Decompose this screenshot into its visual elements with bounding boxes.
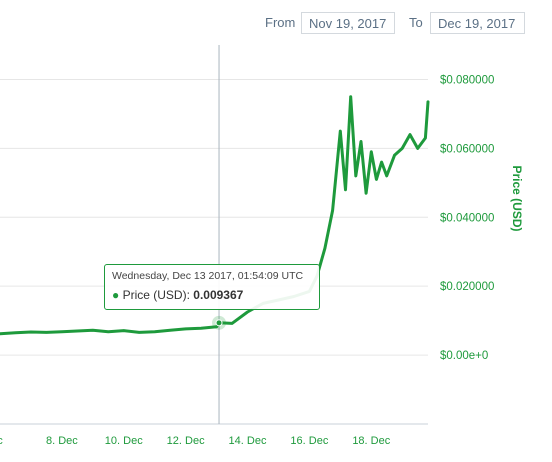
data-point <box>246 310 249 314</box>
data-point <box>184 327 187 331</box>
data-point <box>426 100 430 104</box>
x-tick-label: 18. Dec <box>352 435 390 447</box>
data-point <box>122 329 125 332</box>
x-tick-label: c <box>0 435 3 447</box>
data-point <box>359 140 363 143</box>
data-point <box>344 188 347 191</box>
tooltip-value: 0.009367 <box>193 288 244 302</box>
data-point <box>199 327 203 330</box>
series-dot-icon: ● <box>112 288 120 302</box>
x-tick-label: 8. Dec <box>46 435 78 447</box>
data-point <box>107 330 110 333</box>
data-point <box>168 329 172 332</box>
data-point <box>393 154 396 157</box>
data-point <box>153 330 156 333</box>
to-date-input[interactable] <box>430 12 525 34</box>
data-point <box>323 247 327 250</box>
tooltip-series-label: Price (USD): <box>122 288 190 302</box>
data-point <box>401 147 404 150</box>
highlight-point <box>215 319 223 327</box>
data-point <box>370 150 373 154</box>
data-point <box>14 331 17 334</box>
data-point <box>424 136 427 140</box>
data-point <box>349 95 352 98</box>
data-point <box>375 178 378 181</box>
y-axis-title: Price (USD) <box>510 165 524 231</box>
x-tick-label: 12. Dec <box>167 435 205 447</box>
chart-tooltip: Wednesday, Dec 13 2017, 01:54:09 UTC ● P… <box>104 264 320 310</box>
data-point <box>331 209 334 212</box>
data-point <box>91 329 95 332</box>
y-tick-label: $0.00e+0 <box>440 350 488 362</box>
x-tick-label: 10. Dec <box>105 435 143 447</box>
data-point <box>60 330 64 333</box>
to-label: To <box>409 15 423 30</box>
data-point <box>364 191 368 195</box>
y-tick-label: $0.020000 <box>440 281 494 293</box>
data-point <box>230 322 234 325</box>
y-tick-label: $0.060000 <box>440 143 494 155</box>
data-point <box>138 331 141 334</box>
data-point <box>215 325 218 329</box>
data-point <box>45 331 48 334</box>
from-date-input[interactable] <box>301 12 395 34</box>
data-point <box>339 129 342 133</box>
data-point <box>416 147 419 150</box>
data-point <box>354 174 358 178</box>
tooltip-value-row: ● Price (USD): 0.009367 <box>112 288 312 302</box>
data-point <box>29 330 33 334</box>
y-tick-label: $0.040000 <box>440 212 494 224</box>
data-point <box>408 133 412 136</box>
y-tick-label: $0.080000 <box>440 74 494 86</box>
from-label: From <box>265 15 296 30</box>
data-point <box>380 160 383 164</box>
data-point <box>0 332 2 335</box>
tooltip-timestamp: Wednesday, Dec 13 2017, 01:54:09 UTC <box>112 270 304 282</box>
x-tick-label: 16. Dec <box>290 435 328 447</box>
data-point <box>76 329 79 333</box>
x-tick-label: 14. Dec <box>229 435 267 447</box>
data-point <box>385 174 388 178</box>
